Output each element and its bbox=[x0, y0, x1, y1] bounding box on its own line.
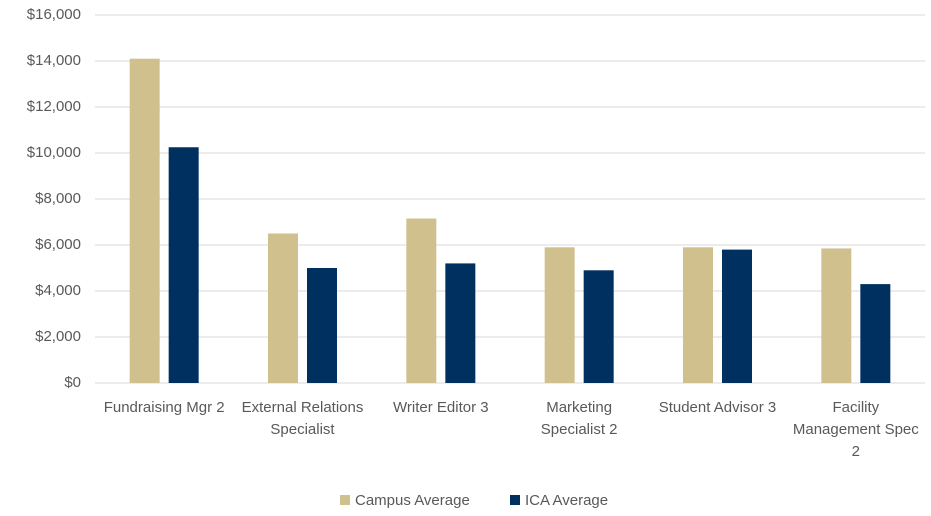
bar bbox=[821, 248, 852, 383]
bar bbox=[406, 218, 437, 383]
bar bbox=[683, 247, 713, 383]
y-tick-label: $16,000 bbox=[27, 6, 81, 23]
legend-label: Campus Average bbox=[355, 492, 470, 509]
x-tick-label: External Relations Specialist bbox=[241, 399, 364, 438]
x-tick-label: Student Advisor 3 bbox=[658, 399, 777, 416]
y-tick-label: $12,000 bbox=[27, 98, 81, 115]
legend-label: ICA Average bbox=[525, 492, 608, 509]
y-tick-label: $4,000 bbox=[35, 282, 81, 299]
bar bbox=[583, 270, 614, 383]
bar bbox=[307, 268, 337, 383]
bar bbox=[129, 58, 160, 383]
x-tick-label: Marketing Specialist 2 bbox=[540, 399, 618, 438]
legend-swatch bbox=[340, 495, 350, 505]
x-tick-label: Writer Editor 3 bbox=[393, 399, 489, 416]
y-tick-label: $6,000 bbox=[35, 236, 81, 253]
bar bbox=[722, 249, 752, 383]
bar bbox=[544, 247, 575, 383]
y-tick-label: $10,000 bbox=[27, 144, 81, 161]
y-tick-label: $8,000 bbox=[35, 190, 81, 207]
bar bbox=[860, 284, 891, 383]
y-tick-label: $2,000 bbox=[35, 328, 81, 345]
y-tick-label: $0 bbox=[64, 374, 81, 391]
bar bbox=[268, 233, 298, 383]
bar bbox=[168, 147, 199, 383]
legend-swatch bbox=[510, 495, 520, 505]
x-tick-label: Fundraising Mgr 2 bbox=[103, 399, 225, 416]
y-tick-label: $14,000 bbox=[27, 52, 81, 69]
x-tick-label: Facility Management Spec 2 bbox=[792, 399, 919, 460]
bar bbox=[445, 263, 476, 383]
